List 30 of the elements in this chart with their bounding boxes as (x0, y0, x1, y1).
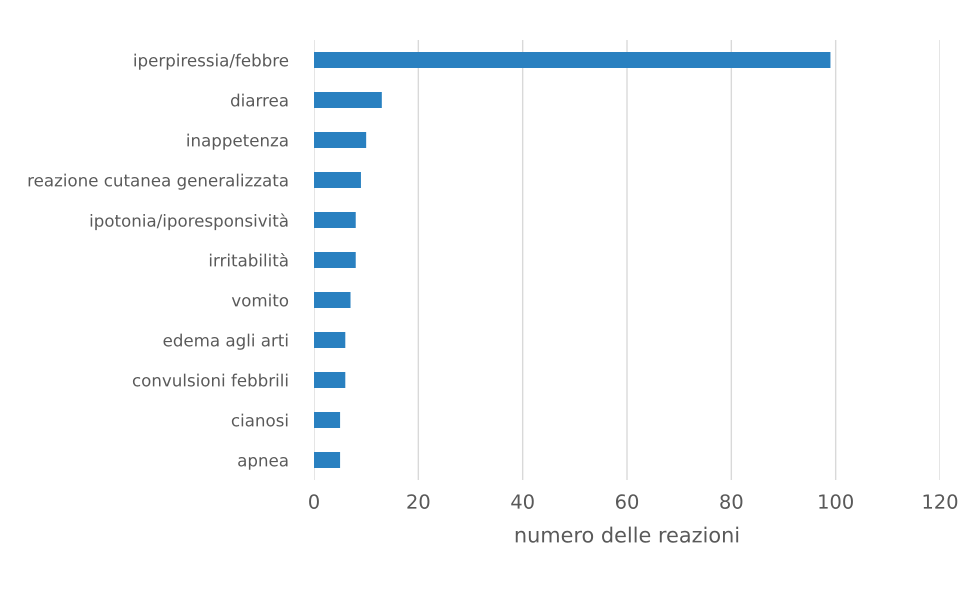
bar (314, 212, 356, 228)
y-tick-label: inappetenza (187, 134, 288, 150)
y-tick-label: irritabilità (210, 253, 288, 267)
y-tick-label: edema agli arti (164, 334, 288, 350)
bar (314, 452, 340, 468)
y-tick-label: cianosi (232, 414, 288, 427)
y-tick-label: vomito (232, 294, 288, 307)
bar (314, 332, 346, 348)
bar (314, 412, 340, 428)
bar (314, 292, 351, 308)
y-tick-label: diarrea (230, 94, 288, 107)
x-tick-label: 80 (720, 494, 742, 509)
x-tick-label: 60 (616, 494, 638, 509)
x-tick-label: 0 (309, 494, 319, 509)
bar (314, 372, 346, 388)
x-tick-label: 120 (924, 494, 958, 509)
y-tick-label: reazione cutanea generalizzata (28, 174, 288, 190)
y-tick-label: ipotonia/iporesponsività (90, 213, 288, 230)
bar (314, 132, 366, 148)
x-axis-title: numero delle reazioni (516, 526, 738, 543)
y-tick-label: iperpiressia/febbre (134, 54, 288, 70)
x-tick-label: 40 (511, 494, 534, 509)
x-tick-label: 100 (819, 494, 853, 509)
y-tick-label: apnea (238, 457, 288, 470)
bar (314, 52, 830, 68)
y-tick-label: convulsioni febbrili (132, 374, 288, 387)
bar (314, 92, 382, 108)
bar (314, 172, 361, 188)
x-tick-label: 20 (407, 494, 430, 509)
bar (314, 252, 356, 268)
